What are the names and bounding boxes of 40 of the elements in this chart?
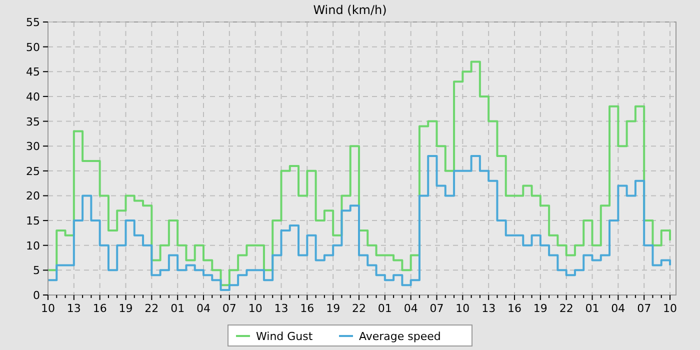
x-tick-label: 13: [66, 302, 81, 315]
x-tick-label: 13: [482, 302, 496, 315]
x-tick-label: 10: [456, 302, 470, 315]
x-tick-label: 19: [326, 302, 340, 315]
x-tick-label: 16: [300, 302, 314, 315]
y-tick-label: 20: [26, 190, 40, 203]
y-tick-label: 45: [26, 66, 40, 79]
x-tick-label: 01: [170, 302, 185, 315]
x-tick-label: 01: [378, 302, 392, 315]
x-tick-label: 16: [508, 302, 522, 315]
x-tick-label: 19: [118, 302, 133, 315]
x-tick-label: 07: [222, 302, 236, 315]
y-tick-label: 30: [26, 140, 40, 154]
y-tick-label: 55: [26, 16, 40, 29]
x-tick-label: 22: [144, 302, 159, 315]
y-tick-label: 35: [26, 115, 40, 128]
x-tick-label: 04: [611, 302, 626, 315]
x-tick-label: 07: [637, 302, 652, 315]
y-tick-label: 0: [33, 289, 40, 302]
x-tick-label: 22: [559, 302, 574, 315]
x-tick-label: 01: [585, 302, 600, 315]
x-tick-label: 10: [41, 302, 55, 315]
chart-title: Wind (km/h): [313, 3, 387, 17]
y-tick-label: 15: [26, 214, 40, 228]
x-tick-label: 19: [533, 302, 548, 315]
x-tick-label: 07: [430, 302, 444, 315]
legend-label: Wind Gust: [256, 330, 314, 343]
x-tick-label: 10: [663, 302, 677, 315]
x-tick-label: 16: [92, 302, 107, 315]
y-tick-label: 10: [26, 239, 40, 252]
x-tick-label: 04: [404, 302, 418, 315]
y-tick-label: 40: [26, 90, 40, 104]
y-tick-label: 25: [26, 164, 40, 178]
legend-label: Average speed: [359, 330, 441, 343]
y-tick-label: 50: [26, 40, 40, 54]
x-tick-label: 04: [196, 302, 210, 315]
y-tick-label: 5: [33, 264, 40, 278]
x-tick-label: 13: [274, 302, 288, 315]
x-tick-label: 10: [248, 302, 262, 315]
x-tick-label: 22: [352, 302, 366, 315]
